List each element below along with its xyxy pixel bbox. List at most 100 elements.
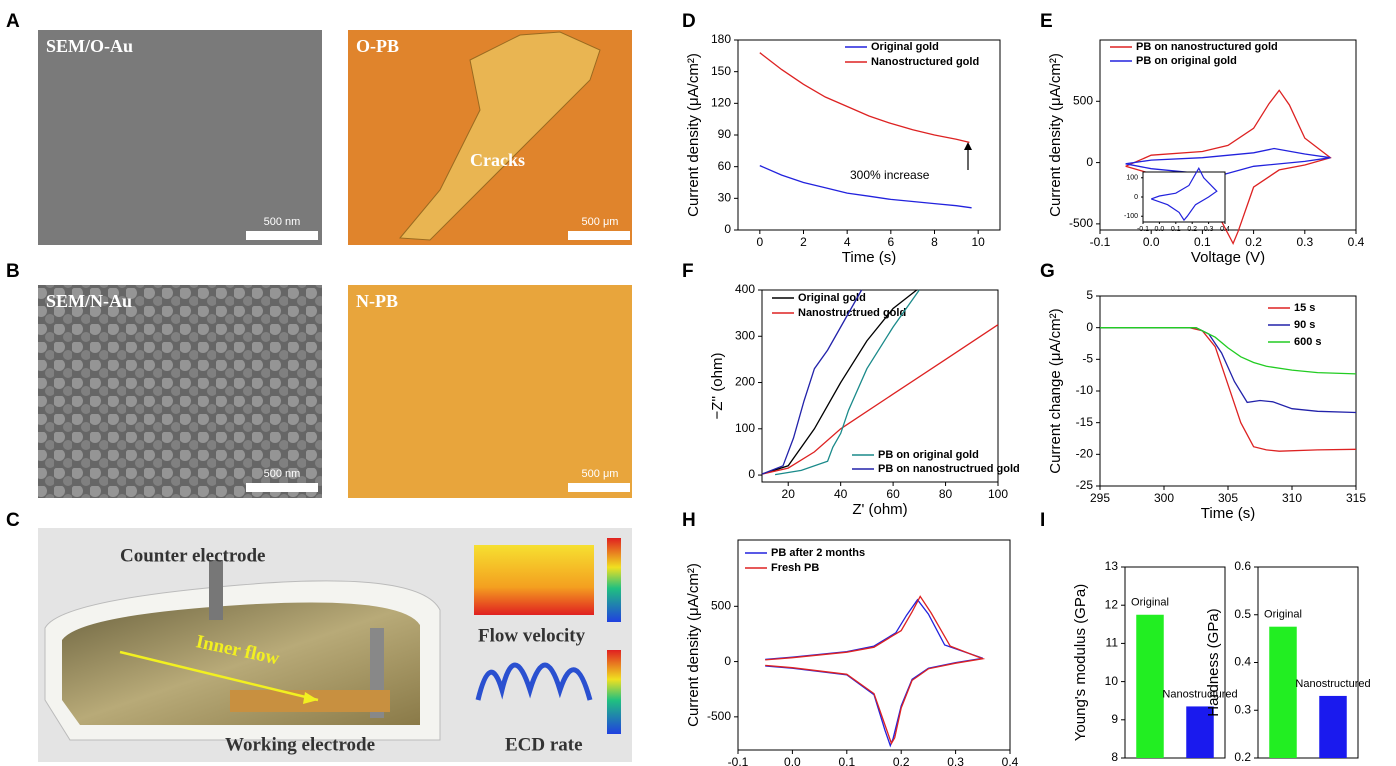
y-tick-label: 100 (1126, 175, 1138, 182)
x-tick-label: 100 (988, 487, 1008, 501)
scale-label: 500 nm (264, 468, 301, 480)
x-tick-label: 0.4 (1348, 235, 1365, 249)
legend-label: 15 s (1294, 302, 1315, 314)
y-tick-label: -25 (1076, 478, 1094, 492)
legend-label: Original gold (871, 41, 939, 53)
colorbar (607, 538, 621, 622)
bar-label: Original (1131, 597, 1169, 609)
x-axis-title: Z' (ohm) (852, 501, 907, 518)
bar (1136, 615, 1164, 758)
panel-label: A (6, 11, 20, 32)
cell-label: Flow velocity (478, 625, 586, 646)
sem-texture (38, 285, 322, 498)
y-tick-label: 0.5 (1234, 607, 1251, 621)
y-tick-label: -20 (1076, 447, 1094, 461)
y-tick-label: 90 (718, 127, 732, 141)
y-tick-label: 0 (1086, 155, 1093, 169)
x-tick-label: 0.0 (1155, 226, 1165, 233)
y-tick-label: 8 (1111, 750, 1118, 764)
legend-label: Original gold (798, 292, 866, 304)
scale-label: 500 nm (264, 216, 301, 228)
scale-label: 500 μm (582, 216, 619, 228)
y-tick-label: 300 (735, 328, 755, 342)
y-tick-label: 10 (1105, 674, 1119, 688)
y-axis-title: Current density (μA/cm²) (685, 53, 702, 217)
y-tick-label: 60 (718, 159, 732, 173)
y-tick-label: -100 (1124, 213, 1138, 220)
y-tick-label: 13 (1105, 559, 1119, 573)
y-tick-label: 0 (724, 222, 731, 236)
x-axis-title: Time (s) (1201, 505, 1255, 522)
x-tick-label: 8 (931, 235, 938, 249)
scale-label: 500 μm (582, 468, 619, 480)
y-tick-label: 0 (724, 654, 731, 668)
x-tick-label: 315 (1346, 491, 1366, 505)
x-tick-label: 0.3 (947, 755, 964, 766)
plot-frame (1100, 296, 1356, 486)
x-tick-label: 0.2 (1245, 235, 1262, 249)
scale-bar (568, 231, 630, 240)
y-tick-label: 12 (1105, 597, 1119, 611)
bar-label: Original (1264, 609, 1302, 621)
x-tick-label: -0.1 (1090, 235, 1111, 249)
annotation-arrowhead (964, 142, 972, 150)
y-tick-label: 0.4 (1234, 655, 1251, 669)
legend-label: PB on nanostructrued gold (878, 463, 1020, 475)
x-tick-label: 0.3 (1204, 226, 1214, 233)
sem-image (38, 30, 322, 245)
x-tick-label: 6 (887, 235, 894, 249)
panel-label: F (682, 261, 694, 282)
x-tick-label: 300 (1154, 491, 1174, 505)
bar-label: Nanostructured (1295, 678, 1370, 690)
y-axis-title: −Z'' (ohm) (709, 353, 726, 420)
x-axis-title: Voltage (V) (1191, 249, 1265, 266)
scale-bar (568, 483, 630, 492)
legend-label: Fresh PB (771, 562, 819, 574)
y-tick-label: 100 (735, 421, 755, 435)
panel-label: H (682, 510, 696, 531)
counter-electrode (209, 560, 223, 620)
bar-label: Nanostructured (1162, 688, 1237, 700)
y-tick-label: 500 (711, 598, 731, 612)
x-tick-label: 0.4 (1002, 755, 1019, 766)
image-label: SEM/O-Au (46, 36, 133, 56)
x-tick-label: 295 (1090, 491, 1110, 505)
annotation: 300% increase (850, 168, 930, 182)
x-tick-label: 0.4 (1220, 226, 1230, 233)
image-label: N-PB (356, 291, 398, 311)
y-tick-label: -10 (1076, 383, 1094, 397)
panel-label: G (1040, 261, 1055, 282)
y-tick-label: 500 (1073, 93, 1093, 107)
x-axis-title: Time (s) (842, 249, 896, 266)
y-axis-title: Young's modulus (GPa) (1072, 584, 1089, 741)
y-tick-label: 0 (1134, 194, 1138, 201)
image-label: O-PB (356, 36, 399, 56)
legend-label: 600 s (1294, 336, 1322, 348)
y-tick-label: 400 (735, 282, 755, 296)
x-tick-label: 0.1 (1171, 226, 1181, 233)
panel-label: C (6, 510, 20, 531)
plot-frame (1100, 40, 1356, 230)
x-tick-label: 2 (800, 235, 807, 249)
panel-label: D (682, 11, 696, 32)
y-tick-label: 200 (735, 375, 755, 389)
x-tick-label: 0.1 (1194, 235, 1211, 249)
y-tick-label: 0.2 (1234, 750, 1251, 764)
y-tick-label: 0.6 (1234, 559, 1251, 573)
scale-bar (246, 483, 318, 492)
x-tick-label: -0.1 (728, 755, 749, 766)
panel-label: I (1040, 510, 1045, 531)
x-tick-label: 310 (1282, 491, 1302, 505)
cell-label: Counter electrode (120, 545, 265, 566)
legend-label: Nanostructured gold (871, 56, 979, 68)
image-label: SEM/N-Au (46, 291, 132, 311)
legend-label: 90 s (1294, 319, 1315, 331)
image-annotation: Cracks (470, 150, 525, 170)
y-tick-label: 180 (711, 32, 731, 46)
y-axis-title: Current change (μA/cm²) (1047, 308, 1064, 473)
x-tick-label: 10 (971, 235, 985, 249)
series-line (765, 596, 983, 743)
legend-label: PB after 2 months (771, 547, 865, 559)
y-tick-label: 120 (711, 96, 731, 110)
y-tick-label: 9 (1111, 712, 1118, 726)
